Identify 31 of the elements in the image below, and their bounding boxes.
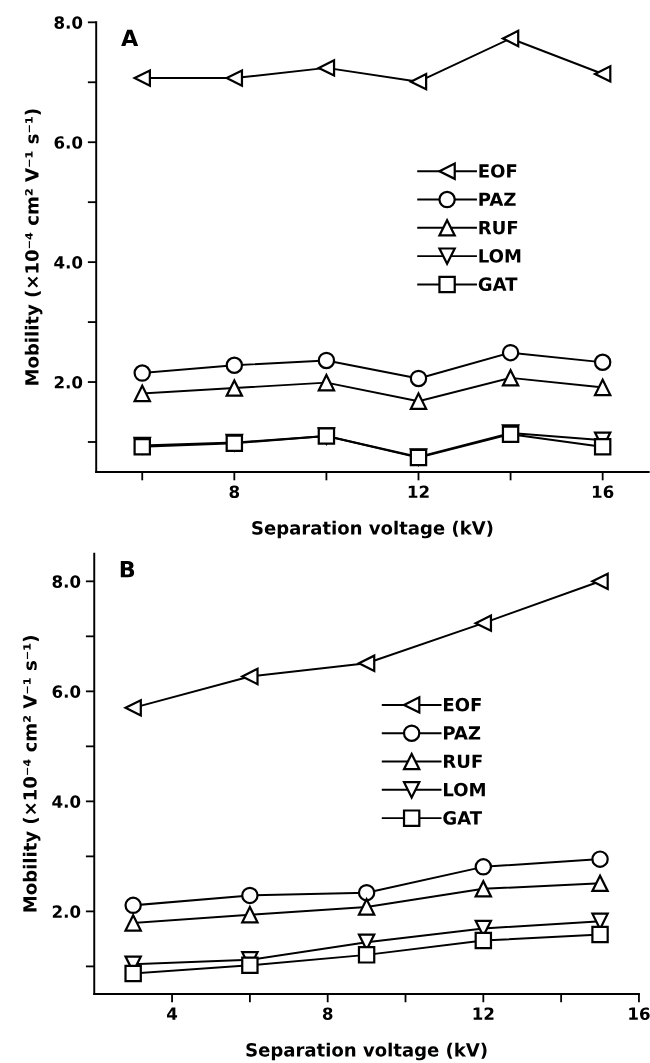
y-axis-title: Mobility (×10⁻⁴ cm² V⁻¹ s⁻¹) <box>22 636 41 912</box>
legend-label: GAT <box>478 277 518 292</box>
y-tick-label: 8.0 <box>52 575 81 588</box>
x-axis-title: Separation voltage (kV) <box>246 1042 487 1061</box>
y-tick-label: 4.0 <box>52 795 81 808</box>
x-tick-label: 4 <box>167 1007 178 1020</box>
x-tick-label: 16 <box>592 485 614 499</box>
legend-label: LOM <box>479 249 521 263</box>
x-tick-label: 8 <box>322 1007 333 1020</box>
legend-label: PAZ <box>444 726 481 740</box>
x-tick-label: 12 <box>473 1007 494 1020</box>
legend-label: EOF <box>444 697 481 712</box>
chart-title: B <box>120 561 135 578</box>
legend-label: RUF <box>479 220 518 235</box>
legend-label: PAZ <box>479 192 516 206</box>
chart-title: A <box>121 29 139 46</box>
x-tick-label: 12 <box>408 485 429 498</box>
y-tick-label: 6.0 <box>52 685 81 698</box>
y-tick-label: 2.0 <box>54 376 83 389</box>
y-tick-label: 2.0 <box>52 905 81 918</box>
legend-label: RUF <box>444 754 482 769</box>
y-tick-label: 8.0 <box>54 16 83 29</box>
y-tick-label: 4.0 <box>54 256 83 269</box>
legend-label: LOM <box>444 782 485 797</box>
y-tick-label: 6.0 <box>54 136 83 149</box>
x-tick-label: 8 <box>229 485 240 499</box>
x-tick-label: 16 <box>629 1007 650 1020</box>
legend-label: GAT <box>443 811 482 825</box>
legend-label: EOF <box>479 164 517 178</box>
x-axis-title: Separation voltage (kV) <box>252 520 493 539</box>
y-axis-title: Mobility (×10⁻⁴ cm² V⁻¹ s⁻¹) <box>24 109 43 385</box>
